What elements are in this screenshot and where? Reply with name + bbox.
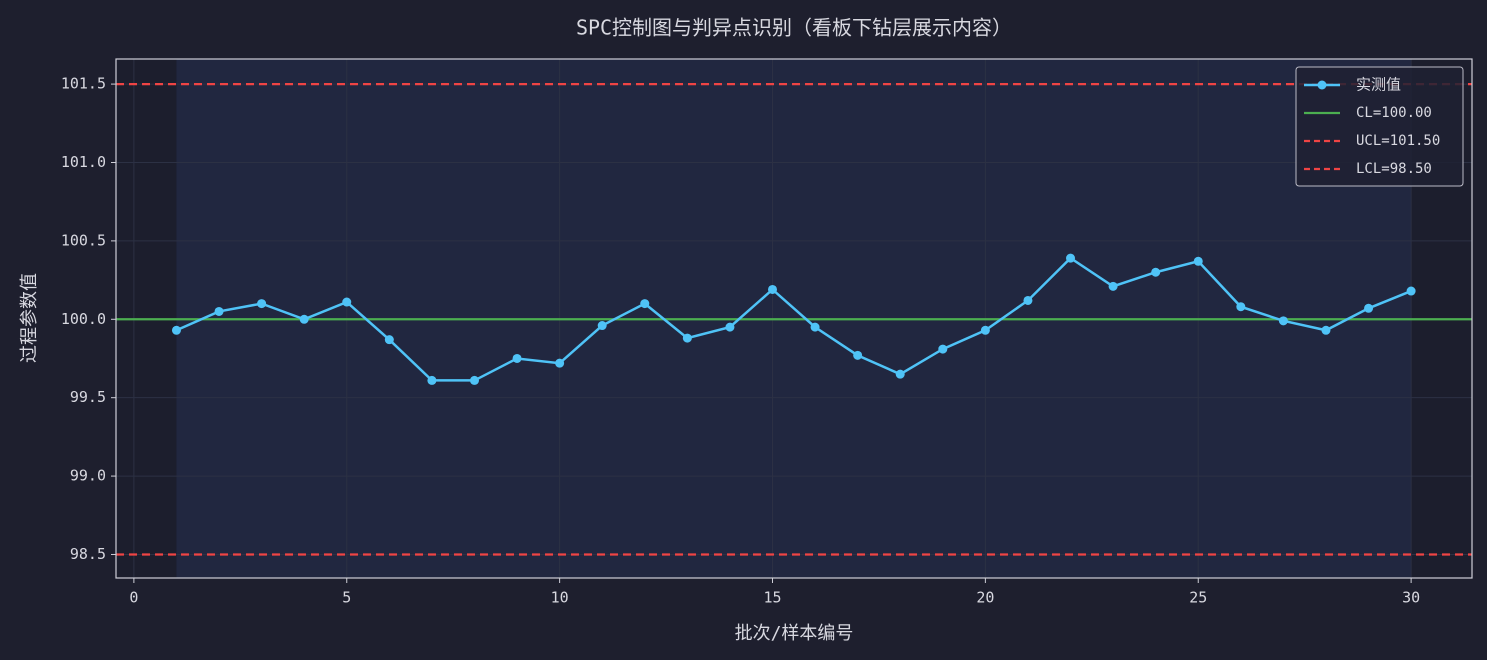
- data-point: [469, 375, 479, 385]
- y-tick-label: 101.0: [61, 153, 106, 171]
- data-line: [175, 256, 1412, 382]
- y-tick-label: 98.5: [70, 545, 106, 563]
- y-tick-label: 100.0: [61, 310, 106, 328]
- data-point: [640, 299, 650, 309]
- data-point: [214, 306, 224, 316]
- data-point: [171, 325, 181, 335]
- data-point: [938, 344, 948, 354]
- data-point: [597, 321, 607, 331]
- x-tick-label: 5: [342, 589, 351, 607]
- data-point: [682, 333, 692, 343]
- data-point: [555, 358, 565, 368]
- data-point: [853, 350, 863, 360]
- data-point: [1406, 286, 1416, 296]
- x-tick-label: 10: [551, 589, 569, 607]
- data-point: [257, 299, 267, 309]
- y-tick-label: 100.5: [61, 231, 106, 249]
- x-tick-label: 15: [763, 589, 781, 607]
- legend-marker: [1317, 80, 1327, 90]
- data-point: [427, 375, 437, 385]
- x-tick-label: 30: [1402, 589, 1420, 607]
- data-point: [342, 297, 352, 307]
- data-point: [384, 335, 394, 345]
- data-point: [1023, 295, 1033, 305]
- y-axis-label: 过程参数值: [19, 273, 40, 363]
- chart-title: SPC控制图与判异点识别（看板下钻层展示内容）: [576, 16, 1012, 40]
- data-point: [980, 325, 990, 335]
- data-point: [1066, 253, 1076, 263]
- data-point: [1278, 316, 1288, 326]
- x-tick-label: 20: [976, 589, 994, 607]
- legend-label: UCL=101.50: [1356, 133, 1440, 149]
- data-point: [1236, 302, 1246, 312]
- data-point: [1193, 256, 1203, 266]
- x-tick-label: 0: [129, 589, 138, 607]
- data-point: [767, 284, 777, 294]
- legend-label: 实测值: [1356, 76, 1401, 94]
- legend-label: CL=100.00: [1356, 105, 1432, 121]
- data-point: [1321, 325, 1331, 335]
- x-tick-label: 25: [1189, 589, 1207, 607]
- legend-box: [1295, 66, 1464, 187]
- y-tick-label: 99.5: [70, 388, 106, 406]
- data-point: [810, 322, 820, 332]
- data-point: [1151, 267, 1161, 277]
- data-point: [299, 314, 309, 324]
- data-point: [895, 369, 905, 379]
- data-point: [725, 322, 735, 332]
- data-point: [512, 353, 522, 363]
- data-point: [1108, 281, 1118, 291]
- axes-frame: [115, 58, 1473, 579]
- legend-label: LCL=98.50: [1356, 161, 1432, 177]
- x-axis-label: 批次/样本编号: [735, 623, 854, 644]
- y-tick-label: 101.5: [61, 75, 106, 93]
- data-point: [1364, 303, 1374, 313]
- y-tick-label: 99.0: [70, 467, 106, 485]
